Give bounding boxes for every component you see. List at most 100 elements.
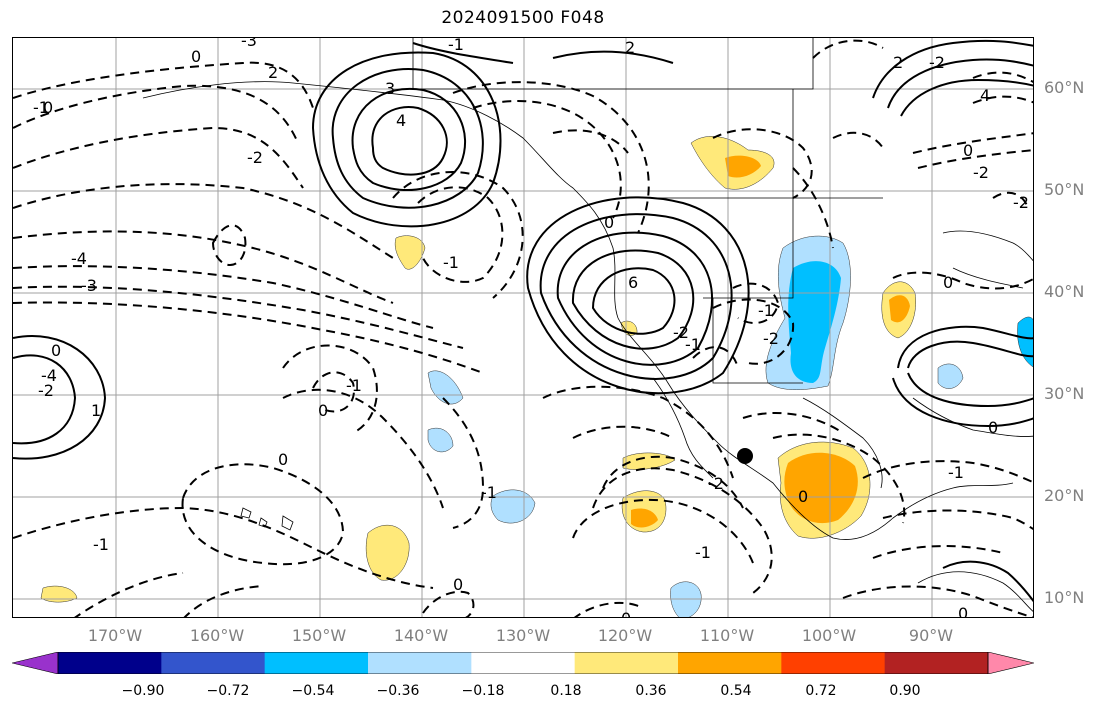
lat-label: 50°N <box>1044 180 1085 199</box>
shade-positive <box>622 452 676 470</box>
colorbar-segment <box>368 652 472 674</box>
contour-label: -1 <box>948 463 964 482</box>
contour-label: -4 <box>71 249 87 268</box>
contour-label: 0 <box>943 273 953 292</box>
contour-label: 0 <box>453 575 463 594</box>
lat-label: 40°N <box>1044 282 1085 301</box>
map-panel: -3 0 -1 2 -2 3 4 -4 6 0 -2 2 -1 0 -2 -1 … <box>12 37 1034 618</box>
colorbar-segment <box>678 652 782 674</box>
contour-label: -2 <box>1013 193 1029 212</box>
shading-layer <box>40 136 1033 617</box>
contour-label: 6 <box>628 273 638 292</box>
colorbar-extend-high <box>987 651 1035 675</box>
lon-label: 120°W <box>597 626 653 645</box>
colorbar-tick-label: −0.18 <box>461 683 505 699</box>
colorbar-extend-low <box>11 651 59 675</box>
contour-label: 0 <box>798 487 808 506</box>
colorbar-segment <box>574 652 679 674</box>
plot-title: 2024091500 F048 <box>441 8 605 28</box>
contour-label: -2 <box>973 163 989 182</box>
contour-label: -2 <box>763 329 779 348</box>
lon-label: 140°W <box>393 626 449 645</box>
lat-label: 30°N <box>1044 384 1085 403</box>
contour-label: 0 <box>318 401 328 420</box>
shade-negative-core <box>788 261 841 383</box>
contour-labels: -3 0 -1 2 -2 3 4 -4 6 0 -2 2 -1 0 -2 -1 … <box>33 38 1029 618</box>
colorbar-tick-label: 0.18 <box>550 683 582 699</box>
lon-label: 160°W <box>189 626 245 645</box>
contour-label: 0 <box>604 213 614 232</box>
contour-label: -2 <box>247 148 263 167</box>
colorbar <box>11 651 1035 675</box>
contour-label: 0 <box>278 450 288 469</box>
shade-positive <box>40 585 78 603</box>
shade-negative <box>937 363 964 389</box>
contour-label: 0 <box>963 141 973 160</box>
colorbar-segment <box>264 652 369 674</box>
contour-label: -1 <box>695 543 711 562</box>
shade-negative <box>490 489 536 524</box>
lon-label: 90°W <box>908 626 954 645</box>
shade-negative <box>427 427 454 453</box>
contour-label: 3 <box>385 79 395 98</box>
shade-negative <box>670 581 702 617</box>
contour-label: 0 <box>51 341 61 360</box>
contour-label: -4 <box>41 366 57 385</box>
lat-label: 60°N <box>1044 78 1085 97</box>
contour-label: 2 <box>625 38 635 57</box>
colorbar-tick-label: 0.72 <box>805 683 837 699</box>
contour-label: 0 <box>191 47 201 66</box>
shade-positive <box>394 235 426 270</box>
contour-label: 0 <box>621 609 631 618</box>
contour-label: -1 <box>481 483 497 502</box>
lat-label: 10°N <box>1044 588 1085 607</box>
dashed-contours <box>13 39 1033 617</box>
shade-positive-core <box>889 295 910 323</box>
contour-label: -1 <box>758 301 774 320</box>
contour-label: -1 <box>685 335 701 354</box>
contour-label: -2 <box>38 381 54 400</box>
colorbar-segment <box>58 652 162 674</box>
shade-positive-core <box>784 452 858 524</box>
contour-label: 2 <box>893 53 903 72</box>
colorbar-segment <box>471 652 576 674</box>
lat-label: 20°N <box>1044 486 1085 505</box>
contour-label: -1 <box>346 376 362 395</box>
contour-label: 2 <box>268 63 278 82</box>
typhoon-marker-icon <box>737 448 753 464</box>
shade-negative <box>427 370 464 405</box>
lat-lon-grid <box>13 38 1033 617</box>
colorbar-tick-label: −0.72 <box>206 683 250 699</box>
colorbar-segment <box>781 652 886 674</box>
contour-label: 1 <box>91 401 101 420</box>
contour-label: 4 <box>396 111 406 130</box>
colorbar-tick-label: −0.54 <box>291 683 335 699</box>
colorbar-tick-label: −0.36 <box>376 683 420 699</box>
contour-label: -3 <box>241 38 257 50</box>
colorbar-svg <box>11 651 1035 675</box>
shade-negative <box>1017 316 1033 368</box>
contour-label: -1 <box>448 38 464 54</box>
lon-label: 130°W <box>495 626 551 645</box>
contour-label: -1 <box>443 253 459 272</box>
lon-label: 100°W <box>801 626 857 645</box>
contour-label: 0 <box>958 604 968 618</box>
colorbar-tick-label: 0.36 <box>635 683 667 699</box>
shade-positive <box>365 524 410 581</box>
lon-label: 150°W <box>291 626 347 645</box>
contour-label: -2 <box>673 323 689 342</box>
contour-label: -1 <box>33 98 49 117</box>
shade-positive-core <box>631 508 658 528</box>
contour-label: -1 <box>93 535 109 554</box>
colorbar-tick-label: 0.90 <box>889 683 921 699</box>
contour-label: 4 <box>980 86 990 105</box>
contour-label: 0 <box>43 98 53 117</box>
contour-label: -2 <box>929 53 945 72</box>
map-svg: -3 0 -1 2 -2 3 4 -4 6 0 -2 2 -1 0 -2 -1 … <box>13 38 1033 618</box>
solid-contours <box>13 39 1033 603</box>
colorbar-tick-label: 0.54 <box>720 683 752 699</box>
shade-positive-core <box>725 155 761 178</box>
contour-label: -2 <box>708 474 724 493</box>
colorbar-segment <box>161 652 266 674</box>
contour-label: -3 <box>81 276 97 295</box>
